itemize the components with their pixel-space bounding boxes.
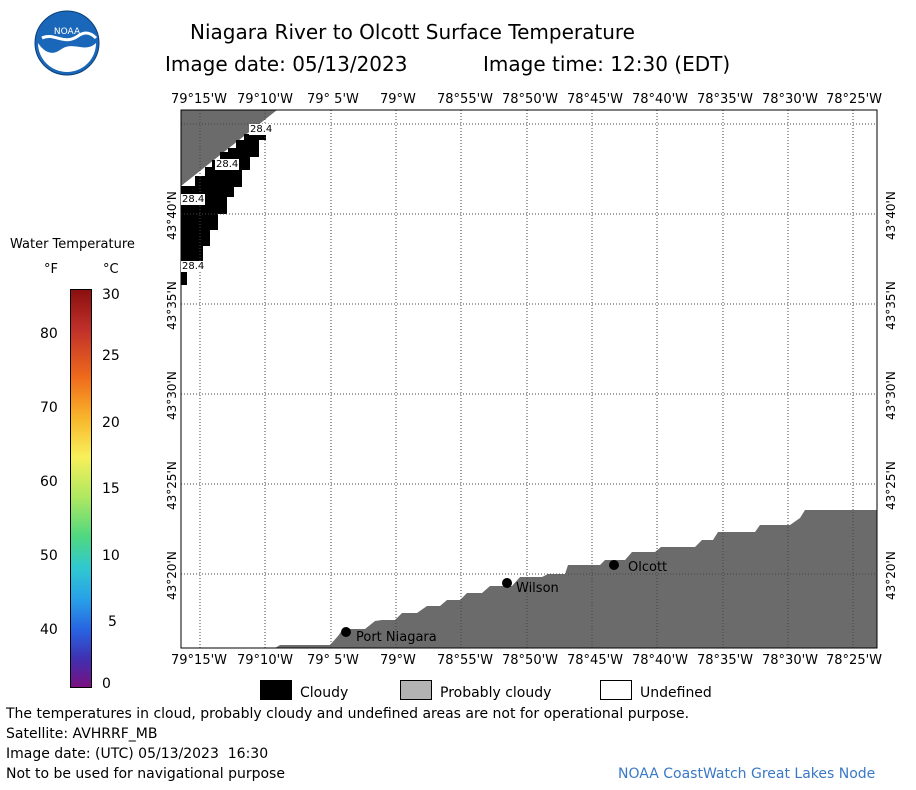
f-tick: 40 (40, 622, 58, 638)
place-label-olcott: Olcott (628, 560, 668, 575)
colorbar-title: Water Temperature (10, 237, 135, 252)
lon-label-bottom: 79°10'W (237, 653, 294, 668)
colorbar (70, 289, 92, 688)
image-time: Image time: 12:30 (EDT) (483, 52, 731, 76)
temp-label: 28.4 (215, 159, 240, 170)
lon-label-top: 79°10'W (237, 92, 294, 107)
noaa-logo: NOAA (34, 10, 100, 76)
lon-label-top: 79° 5'W (307, 92, 359, 107)
colorbar-unit-c: °C (103, 262, 119, 277)
legend-swatch-probably-cloudy (400, 680, 432, 700)
lon-label-top: 78°25'W (826, 92, 883, 107)
lon-label-top: 79°15'W (171, 92, 228, 107)
lon-label-top: 78°55'W (437, 92, 494, 107)
c-tick: 10 (102, 548, 120, 564)
lon-label-top: 78°50'W (502, 92, 559, 107)
c-tick: 15 (102, 481, 120, 497)
lon-label-top: 79°W (380, 92, 416, 107)
map-title: Niagara River to Olcott Surface Temperat… (190, 20, 635, 44)
footer-satellite: Satellite: AVHRRF_MB (6, 726, 158, 742)
footer-note: The temperatures in cloud, probably clou… (6, 706, 690, 722)
f-tick: 60 (40, 474, 58, 490)
lon-label-bottom: 78°40'W (632, 653, 689, 668)
marker-wilson (502, 578, 512, 588)
footer-credit: NOAA CoastWatch Great Lakes Node (618, 766, 876, 782)
lon-label-bottom: 79°W (380, 653, 416, 668)
lon-label-bottom: 78°25'W (826, 653, 883, 668)
legend-label-cloudy: Cloudy (300, 685, 349, 701)
temp-label: 28.4 (249, 124, 274, 135)
legend-label-probably-cloudy: Probably cloudy (440, 685, 552, 701)
legend-label-undefined: Undefined (640, 685, 712, 701)
lon-label-top: 78°40'W (632, 92, 689, 107)
marker-olcott (609, 560, 619, 570)
lon-label-bottom: 79° 5'W (307, 653, 359, 668)
legend-swatch-cloudy (260, 680, 292, 700)
place-label-port-niagara: Port Niagara (356, 630, 437, 645)
image-date: Image date: 05/13/2023 (165, 52, 408, 76)
legend-swatch-undefined (600, 680, 632, 700)
f-tick: 50 (40, 548, 58, 564)
lon-label-bottom: 78°50'W (502, 653, 559, 668)
lon-label-bottom: 79°15'W (171, 653, 228, 668)
c-tick: 30 (102, 287, 120, 303)
c-tick: 20 (102, 415, 120, 431)
lon-label-bottom: 78°30'W (762, 653, 819, 668)
c-tick: 5 (108, 614, 117, 630)
c-tick: 0 (102, 676, 111, 692)
lon-label-top: 78°30'W (762, 92, 819, 107)
temp-label: 28.4 (181, 194, 206, 205)
logo-text: NOAA (54, 27, 81, 37)
colorbar-unit-f: °F (44, 262, 58, 277)
f-tick: 70 (40, 400, 58, 416)
graticule (181, 110, 877, 648)
place-label-wilson: Wilson (516, 581, 559, 596)
temp-label: 28.4 (181, 261, 206, 272)
lon-label-bottom: 78°55'W (437, 653, 494, 668)
lon-label-bottom: 78°45'W (567, 653, 624, 668)
map-border (180, 109, 878, 649)
footer-nav-warning: Not to be used for navigational purpose (6, 766, 285, 782)
cloudy-region (181, 128, 266, 285)
footer-utc-date: Image date: (UTC) 05/13/2023 16:30 (6, 746, 269, 762)
land-south (181, 510, 877, 648)
lon-label-top: 78°35'W (697, 92, 754, 107)
f-tick: 80 (40, 326, 58, 342)
marker-port-niagara (341, 627, 351, 637)
lon-label-top: 78°45'W (567, 92, 624, 107)
lon-label-bottom: 78°35'W (697, 653, 754, 668)
c-tick: 25 (102, 348, 120, 364)
